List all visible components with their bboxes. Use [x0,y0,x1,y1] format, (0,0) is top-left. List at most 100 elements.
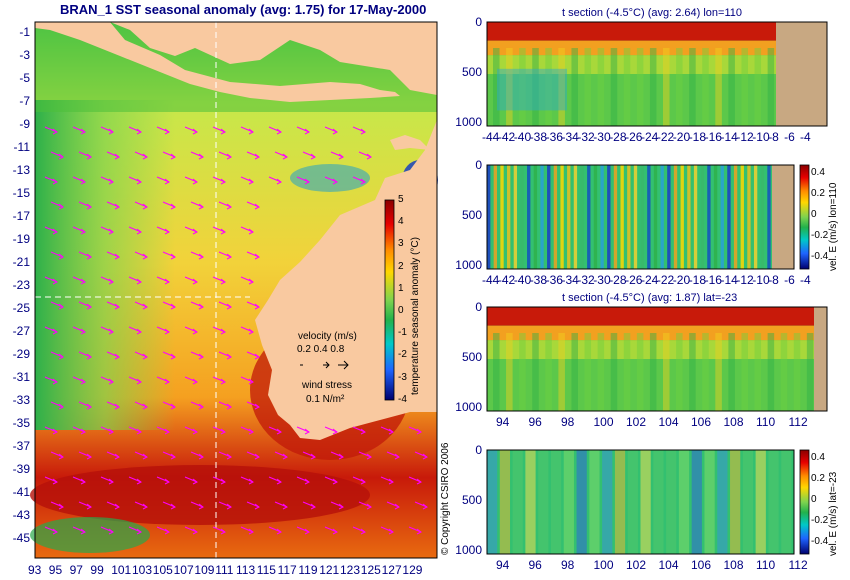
wind-arrow-head [220,178,226,185]
panel-texture-column [649,48,657,126]
panel-velocity-stripe [560,165,564,269]
wind-arrow-head [114,303,120,310]
panel-x-tick: 94 [496,558,510,572]
wind-arrow-head [332,178,338,185]
wind-arrow-head [136,228,142,235]
lon-tick-label: 129 [402,563,423,577]
wind-arrow-head [170,453,176,460]
panel-velocity-stripe [533,165,538,269]
wind-arrow [78,151,92,158]
wind-arrow [212,426,226,433]
wind-arrow [162,451,176,458]
panel-texture-column [493,333,500,411]
wind-arrow-head [220,478,226,485]
wind-arrow-head [142,303,148,310]
wind-arrow [246,451,260,458]
wind-arrow [246,151,260,158]
wind-arrow [184,426,198,433]
panel-velocity-stripe [707,165,711,269]
wind-arrow [184,476,198,483]
panel-velocity-stripe [704,450,715,554]
panel-velocity-stripe [667,165,671,269]
wind-arrow [212,526,226,533]
panel-texture-column [649,333,657,411]
wind-arrow [352,126,366,133]
panel-x-tick: 94 [496,415,510,429]
wind-arrow [240,126,254,133]
wind-arrow-head [80,328,86,335]
wind-arrow-head [80,378,86,385]
lat-tick-label: -39 [12,462,30,476]
panel-velocity-stripe [713,165,718,269]
panel-velocity-stripe [563,450,574,554]
section-panels [486,21,828,555]
wind-arrow [190,401,204,408]
wind-arrow [106,151,120,158]
panel-x-tick: -12 [736,130,754,144]
wind-arrow-head [360,178,366,185]
panel-velocity-stripe [547,165,551,269]
map-frame [34,21,438,559]
panel-x-tick: -22 [656,130,675,144]
panel-velocity-stripe [727,165,731,269]
panel-colorbar-tick: 0.2 [811,188,825,199]
wind-arrow-head [192,528,198,535]
wind-arrow [246,351,260,358]
panel-velocity-stripe [593,165,598,269]
panel-x-tick: -22 [656,273,675,287]
lon-tick-label: 117 [277,563,297,577]
wind-arrow [212,326,226,333]
panel-x-tick: 110 [756,415,776,429]
wind-arrow-head [52,428,58,435]
wind-arrow [50,501,64,508]
lat-tick-label: -21 [12,255,30,269]
wind-arrow [296,126,310,133]
panel-velocity-stripe [660,165,664,269]
panel-x-tick: -42 [497,130,516,144]
lat-tick-label: -3 [19,48,30,62]
wind-arrow-head [108,278,114,285]
wind-arrow-head [108,528,114,535]
wind-arrow [240,326,254,333]
wind-arrow [184,176,198,183]
wind-arrow-head [52,128,58,135]
panel-texture-column [754,48,762,126]
wind-arrow-head [226,253,232,260]
panel-x-tick: 106 [691,558,712,572]
wind-arrow [240,526,254,533]
wind-arrow [72,426,86,433]
wind-arrow [156,276,170,283]
panel-x-tick: -40 [513,130,532,144]
panel-land-mask [814,307,827,411]
wind-arrow-head [276,428,282,435]
wind-arrow-head [310,503,316,510]
panel-mid-layer [487,55,827,74]
panel-title: t section (-4.5°C) (avg: 1.87) lat=-23 [562,292,738,304]
wind-arrow [44,126,58,133]
wind-arrow-head [164,478,170,485]
panel-texture-column [780,333,788,411]
panel-velocity-stripe [602,450,613,554]
wind-arrow-head [80,278,86,285]
wind-arrow [330,501,344,508]
wind-arrow-head [58,153,64,160]
wind-arrow-head [58,453,64,460]
wind-arrow [212,176,226,183]
lon-tick-label: 103 [132,563,153,577]
panel-texture-column [676,333,683,411]
panel-velocity-stripe [760,165,764,269]
panel-y-tick: 500 [461,349,482,364]
wind-arrow-head [114,503,120,510]
panel-y-tick: 500 [461,492,482,507]
wind-arrow [78,501,92,508]
wind-arrow-head [248,228,254,235]
wind-arrow [128,526,142,533]
wind-arrow-head [142,153,148,160]
wind-arrow [352,426,366,433]
wind-arrow-head [248,378,254,385]
panel-x-tick: -32 [577,273,595,287]
wind-arrow-head [226,503,232,510]
wind-arrow-head [80,228,86,235]
wind-arrow-head [136,278,142,285]
wind-arrow-head [136,428,142,435]
